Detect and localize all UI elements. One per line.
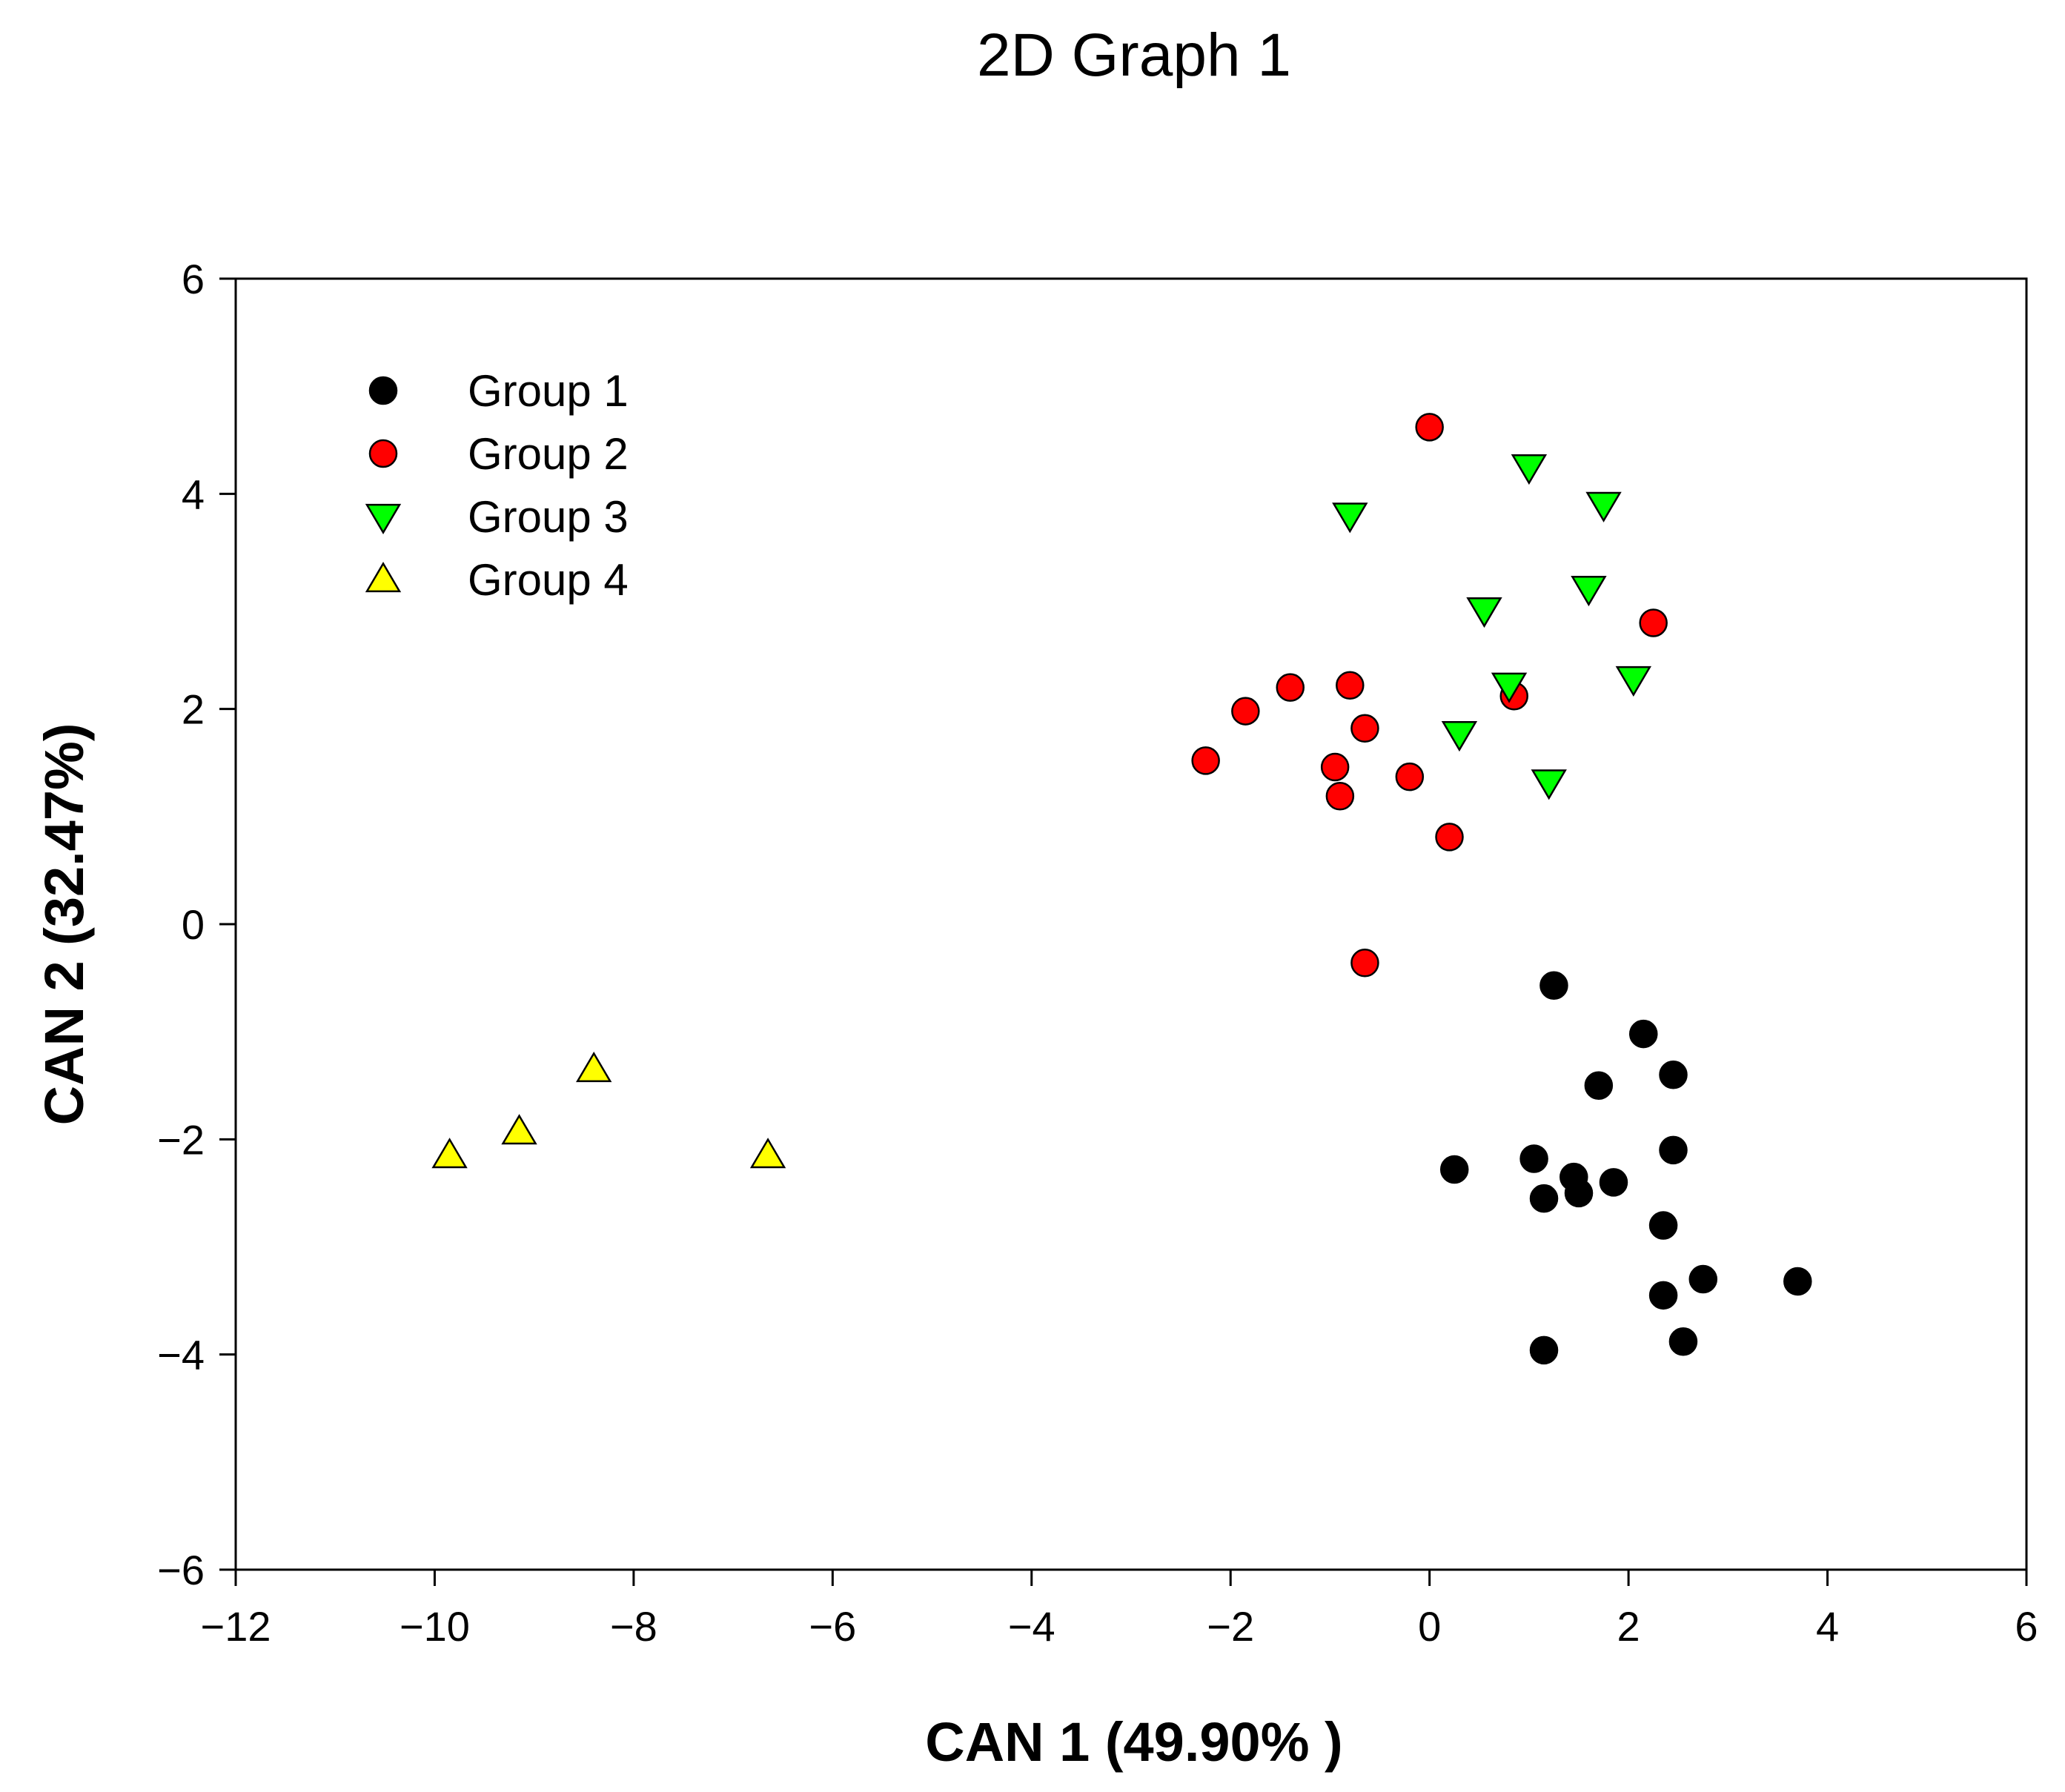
data-point (1571, 575, 1607, 607)
data-point (1191, 746, 1220, 775)
data-point (431, 1138, 468, 1169)
x-tick-label: −12 (201, 1603, 271, 1650)
data-point (1585, 491, 1622, 522)
data-point (1584, 1071, 1614, 1100)
data-point (1491, 672, 1528, 703)
legend-marker (368, 439, 398, 468)
data-point (1395, 762, 1425, 792)
legend: Group 1 Group 2 Group 3 Group 4 (365, 366, 629, 605)
data-point (1615, 666, 1652, 697)
x-tick-label: 6 (2015, 1603, 2038, 1650)
data-point (1639, 608, 1668, 637)
chart-title: 2D Graph 1 (977, 21, 1291, 89)
data-point (1415, 413, 1444, 442)
y-tick-label: 6 (182, 256, 205, 302)
data-point (1628, 1019, 1658, 1049)
data-point (1325, 782, 1355, 811)
data-point (576, 1051, 612, 1083)
x-tick-label: −2 (1207, 1603, 1254, 1650)
data-point (1648, 1281, 1678, 1310)
y-axis-label: CAN 2 (32.47%) (33, 723, 95, 1126)
data-point (1441, 720, 1478, 752)
data-points (431, 413, 1812, 1365)
data-point (1439, 1155, 1469, 1184)
data-point (1350, 949, 1379, 978)
x-tick-label: −6 (809, 1603, 856, 1650)
data-point (1529, 1184, 1559, 1213)
data-point (1688, 1264, 1718, 1294)
data-point (1539, 971, 1568, 1000)
data-point (1320, 752, 1350, 782)
x-tick-label: −8 (610, 1603, 657, 1650)
series-group-4 (431, 1051, 786, 1169)
legend-marker (368, 376, 398, 405)
data-point (1529, 1335, 1559, 1365)
x-tick-label: −10 (400, 1603, 470, 1650)
y-tick-label: −2 (157, 1116, 205, 1163)
legend-label: Group 2 (468, 429, 629, 479)
legend-marker (365, 503, 402, 535)
data-point (1564, 1178, 1594, 1208)
data-point (1599, 1168, 1628, 1197)
data-point (1531, 769, 1567, 800)
data-point (1332, 502, 1368, 534)
x-tick-label: 0 (1418, 1603, 1441, 1650)
data-point (501, 1114, 537, 1145)
legend-label: Group 4 (468, 555, 629, 605)
data-point (1659, 1135, 1688, 1165)
y-tick-label: −4 (157, 1332, 205, 1378)
legend-marker (365, 561, 402, 593)
x-tick-label: −4 (1008, 1603, 1055, 1650)
y-tick-label: 0 (182, 901, 205, 948)
data-point (1511, 454, 1548, 485)
data-point (1659, 1060, 1688, 1089)
data-point (1668, 1327, 1698, 1356)
legend-label: Group 1 (468, 366, 629, 416)
data-point (1648, 1211, 1678, 1240)
data-point (1350, 714, 1379, 743)
legend-label: Group 3 (468, 492, 629, 542)
data-point (1519, 1144, 1548, 1173)
y-tick-label: 2 (182, 686, 205, 733)
series-group-1 (1439, 971, 1812, 1365)
data-point (1276, 673, 1305, 702)
y-tick-label: 4 (182, 471, 205, 517)
data-point (1435, 823, 1464, 852)
axis-ticks: −12 −10 −8 −6 −4 −2 0 2 4 6 −6 −4 −2 0 2 4 6 (157, 256, 2038, 1650)
data-point (1336, 671, 1365, 700)
y-tick-label: −6 (157, 1547, 205, 1593)
x-tick-label: 4 (1816, 1603, 1839, 1650)
x-axis-label: CAN 1 (49.90% ) (925, 1711, 1342, 1773)
series-group-3 (1332, 454, 1652, 800)
data-point (1231, 697, 1260, 726)
x-tick-label: 2 (1617, 1603, 1640, 1650)
data-point (1466, 597, 1502, 628)
data-point (1783, 1267, 1812, 1296)
data-point (749, 1138, 786, 1169)
